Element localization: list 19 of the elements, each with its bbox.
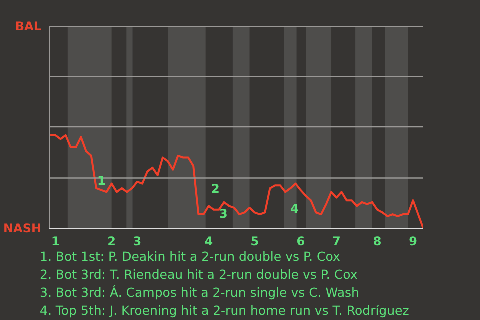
- text: 3. Bot 3rd: Á. Campos hit a 2-run single vs C. Wash: [40, 284, 360, 302]
- x-tick-label: 9: [409, 234, 418, 248]
- x-tick-label: 2: [108, 234, 116, 248]
- text: BAL: [15, 20, 42, 34]
- annotation: 1: [98, 174, 106, 188]
- x-tick-label: 5: [250, 234, 260, 248]
- x-tick-label: 3: [133, 234, 142, 248]
- x-tick-label: 7: [332, 234, 341, 248]
- annotation: 4: [290, 202, 299, 216]
- text: NASH: [3, 222, 42, 236]
- text: 2. Bot 3rd: T. Riendeau hit a 2-run double vs P. Cox: [40, 266, 359, 284]
- annotation: 2: [212, 182, 220, 196]
- text: 1. Bot 1st: P. Deakin hit a 2-run double vs P. Cox: [40, 248, 342, 266]
- text: 4. Top 5th: J. Kroening hit a 2-run home run vs T. Rodríguez: [40, 302, 410, 320]
- annotation: 3: [220, 207, 228, 221]
- x-tick-label: 8: [373, 234, 382, 248]
- x-tick-label: 1: [51, 234, 60, 248]
- x-tick-label: 6: [296, 234, 306, 248]
- x-tick-label: 4: [204, 234, 214, 248]
